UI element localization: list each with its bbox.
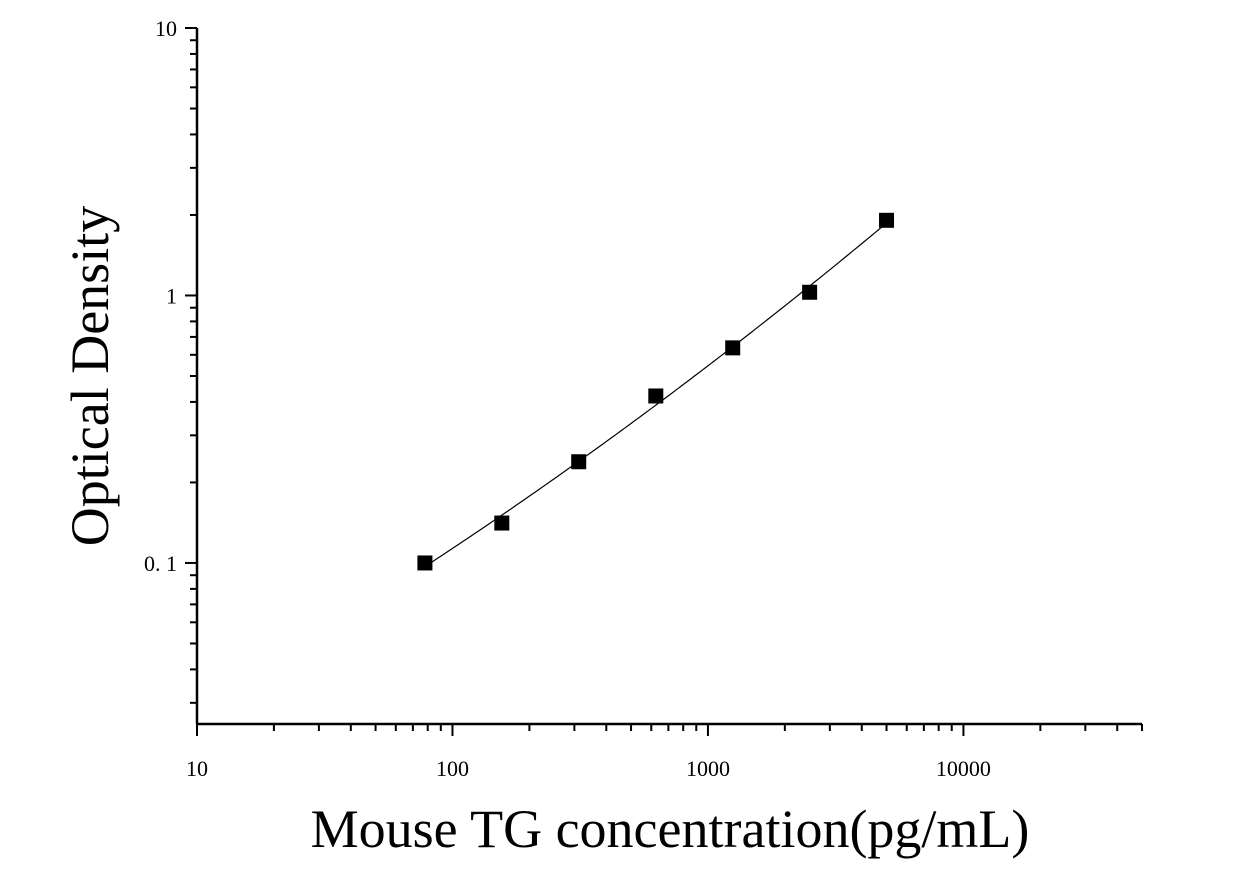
x-axis-ticks: 10 100 1000 10000 bbox=[186, 724, 1143, 781]
x-tick-label: 100 bbox=[436, 756, 469, 781]
y-tick-label: 10 bbox=[155, 16, 177, 41]
y-axis-ticks: 0. 1 1 10 bbox=[144, 16, 197, 704]
data-point bbox=[648, 388, 664, 404]
data-point bbox=[802, 284, 818, 300]
x-tick-label: 1000 bbox=[686, 756, 730, 781]
x-tick-label: 10000 bbox=[936, 756, 991, 781]
data-point bbox=[417, 555, 433, 571]
x-tick-label: 10 bbox=[186, 756, 208, 781]
y-axis-label: Optical Density bbox=[60, 206, 120, 546]
data-points bbox=[417, 212, 895, 571]
data-point bbox=[879, 212, 895, 228]
y-tick-label: 0. 1 bbox=[144, 551, 177, 576]
data-point bbox=[725, 340, 741, 356]
data-point bbox=[494, 515, 510, 531]
data-point bbox=[571, 454, 587, 470]
x-axis-label: Mouse TG concentration(pg/mL) bbox=[311, 799, 1030, 859]
y-tick-label: 1 bbox=[166, 283, 177, 308]
axes bbox=[195, 28, 1142, 726]
